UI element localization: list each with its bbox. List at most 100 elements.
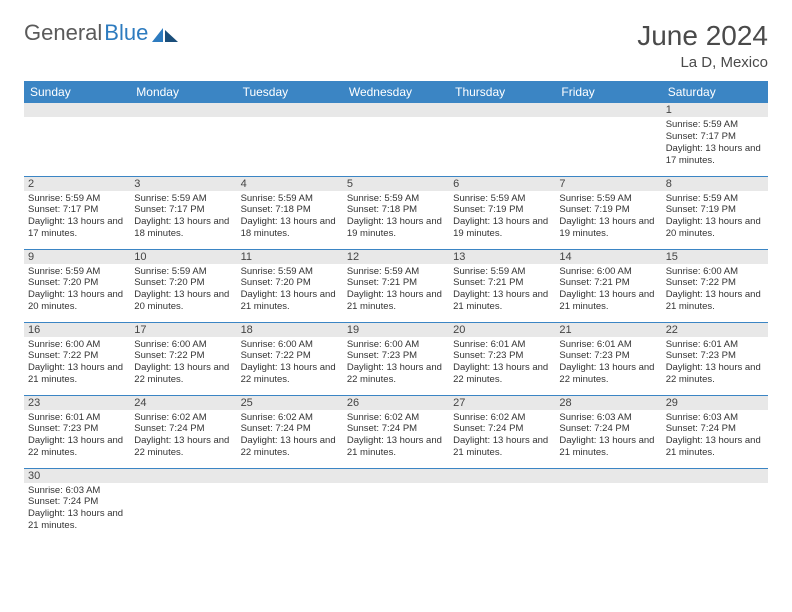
- sunrise-line: Sunrise: 5:59 AM: [28, 193, 126, 205]
- calendar-day-cell: 27Sunrise: 6:02 AMSunset: 7:24 PMDayligh…: [449, 395, 555, 468]
- day-body-empty: [24, 117, 130, 165]
- header: GeneralBlue June 2024 La D, Mexico: [24, 20, 768, 71]
- day-body-empty: [662, 483, 768, 531]
- weekday-header: Thursday: [449, 81, 555, 103]
- sunrise-line: Sunrise: 6:00 AM: [134, 339, 232, 351]
- sunrise-line: Sunrise: 5:59 AM: [28, 266, 126, 278]
- sunset-line: Sunset: 7:20 PM: [28, 277, 126, 289]
- day-number-empty: [237, 103, 343, 117]
- weekday-header: Tuesday: [237, 81, 343, 103]
- sunset-line: Sunset: 7:21 PM: [347, 277, 445, 289]
- day-body-empty: [449, 483, 555, 531]
- day-number-empty: [555, 103, 661, 117]
- calendar-day-cell: 13Sunrise: 5:59 AMSunset: 7:21 PMDayligh…: [449, 249, 555, 322]
- calendar-day-cell: [449, 103, 555, 176]
- day-body: Sunrise: 5:59 AMSunset: 7:17 PMDaylight:…: [662, 117, 768, 170]
- sunset-line: Sunset: 7:20 PM: [134, 277, 232, 289]
- sunrise-line: Sunrise: 6:02 AM: [134, 412, 232, 424]
- day-body-empty: [130, 483, 236, 531]
- daylight-line: Daylight: 13 hours and 21 minutes.: [559, 435, 657, 459]
- day-body: Sunrise: 6:02 AMSunset: 7:24 PMDaylight:…: [237, 410, 343, 463]
- calendar-day-cell: 29Sunrise: 6:03 AMSunset: 7:24 PMDayligh…: [662, 395, 768, 468]
- day-number-empty: [24, 103, 130, 117]
- calendar-day-cell: 15Sunrise: 6:00 AMSunset: 7:22 PMDayligh…: [662, 249, 768, 322]
- calendar-day-cell: [237, 468, 343, 541]
- sunrise-line: Sunrise: 5:59 AM: [134, 193, 232, 205]
- daylight-line: Daylight: 13 hours and 21 minutes.: [347, 289, 445, 313]
- sunrise-line: Sunrise: 6:02 AM: [241, 412, 339, 424]
- day-body: Sunrise: 6:02 AMSunset: 7:24 PMDaylight:…: [130, 410, 236, 463]
- sunset-line: Sunset: 7:23 PM: [28, 423, 126, 435]
- day-number: 29: [662, 396, 768, 410]
- sunset-line: Sunset: 7:23 PM: [347, 350, 445, 362]
- day-body-empty: [237, 483, 343, 531]
- day-number: 23: [24, 396, 130, 410]
- calendar-day-cell: [130, 468, 236, 541]
- day-number: 28: [555, 396, 661, 410]
- daylight-line: Daylight: 13 hours and 18 minutes.: [134, 216, 232, 240]
- logo: GeneralBlue: [24, 20, 180, 46]
- daylight-line: Daylight: 13 hours and 17 minutes.: [666, 143, 764, 167]
- day-body-empty: [555, 117, 661, 165]
- day-number: 16: [24, 323, 130, 337]
- weekday-header: Sunday: [24, 81, 130, 103]
- day-body: Sunrise: 6:02 AMSunset: 7:24 PMDaylight:…: [449, 410, 555, 463]
- weekday-header: Monday: [130, 81, 236, 103]
- day-body: Sunrise: 6:00 AMSunset: 7:22 PMDaylight:…: [24, 337, 130, 390]
- day-number: 27: [449, 396, 555, 410]
- calendar-day-cell: [130, 103, 236, 176]
- day-number: 7: [555, 177, 661, 191]
- day-body: Sunrise: 6:01 AMSunset: 7:23 PMDaylight:…: [24, 410, 130, 463]
- calendar-day-cell: 30Sunrise: 6:03 AMSunset: 7:24 PMDayligh…: [24, 468, 130, 541]
- daylight-line: Daylight: 13 hours and 21 minutes.: [453, 435, 551, 459]
- calendar-day-cell: [343, 468, 449, 541]
- day-body-empty: [555, 483, 661, 531]
- sunset-line: Sunset: 7:20 PM: [241, 277, 339, 289]
- sunset-line: Sunset: 7:21 PM: [559, 277, 657, 289]
- calendar-day-cell: [24, 103, 130, 176]
- calendar-day-cell: 6Sunrise: 5:59 AMSunset: 7:19 PMDaylight…: [449, 176, 555, 249]
- day-body-empty: [343, 483, 449, 531]
- day-body-empty: [343, 117, 449, 165]
- day-number-empty: [237, 469, 343, 483]
- sunset-line: Sunset: 7:17 PM: [28, 204, 126, 216]
- day-body: Sunrise: 5:59 AMSunset: 7:19 PMDaylight:…: [662, 191, 768, 244]
- day-body: Sunrise: 6:00 AMSunset: 7:21 PMDaylight:…: [555, 264, 661, 317]
- calendar-day-cell: 17Sunrise: 6:00 AMSunset: 7:22 PMDayligh…: [130, 322, 236, 395]
- day-body: Sunrise: 5:59 AMSunset: 7:18 PMDaylight:…: [237, 191, 343, 244]
- calendar-day-cell: 12Sunrise: 5:59 AMSunset: 7:21 PMDayligh…: [343, 249, 449, 322]
- day-body: Sunrise: 6:03 AMSunset: 7:24 PMDaylight:…: [24, 483, 130, 536]
- day-number: 10: [130, 250, 236, 264]
- location-label: La D, Mexico: [637, 54, 768, 71]
- calendar-day-cell: [662, 468, 768, 541]
- sunset-line: Sunset: 7:19 PM: [666, 204, 764, 216]
- daylight-line: Daylight: 13 hours and 20 minutes.: [134, 289, 232, 313]
- sunrise-line: Sunrise: 5:59 AM: [559, 193, 657, 205]
- calendar-day-cell: 28Sunrise: 6:03 AMSunset: 7:24 PMDayligh…: [555, 395, 661, 468]
- calendar-day-cell: 1Sunrise: 5:59 AMSunset: 7:17 PMDaylight…: [662, 103, 768, 176]
- sunset-line: Sunset: 7:21 PM: [453, 277, 551, 289]
- calendar-week-row: 16Sunrise: 6:00 AMSunset: 7:22 PMDayligh…: [24, 322, 768, 395]
- page-title: June 2024: [637, 20, 768, 52]
- sunrise-line: Sunrise: 6:02 AM: [453, 412, 551, 424]
- calendar-day-cell: [555, 468, 661, 541]
- sunrise-line: Sunrise: 6:03 AM: [28, 485, 126, 497]
- sunset-line: Sunset: 7:22 PM: [134, 350, 232, 362]
- daylight-line: Daylight: 13 hours and 17 minutes.: [28, 216, 126, 240]
- calendar-week-row: 2Sunrise: 5:59 AMSunset: 7:17 PMDaylight…: [24, 176, 768, 249]
- calendar-day-cell: 24Sunrise: 6:02 AMSunset: 7:24 PMDayligh…: [130, 395, 236, 468]
- daylight-line: Daylight: 13 hours and 21 minutes.: [28, 508, 126, 532]
- day-body: Sunrise: 6:03 AMSunset: 7:24 PMDaylight:…: [662, 410, 768, 463]
- sunrise-line: Sunrise: 5:59 AM: [347, 266, 445, 278]
- day-body: Sunrise: 5:59 AMSunset: 7:19 PMDaylight:…: [449, 191, 555, 244]
- calendar-day-cell: 11Sunrise: 5:59 AMSunset: 7:20 PMDayligh…: [237, 249, 343, 322]
- daylight-line: Daylight: 13 hours and 18 minutes.: [241, 216, 339, 240]
- day-number: 19: [343, 323, 449, 337]
- calendar-day-cell: 10Sunrise: 5:59 AMSunset: 7:20 PMDayligh…: [130, 249, 236, 322]
- day-number: 14: [555, 250, 661, 264]
- day-body-empty: [237, 117, 343, 165]
- day-body: Sunrise: 6:00 AMSunset: 7:22 PMDaylight:…: [662, 264, 768, 317]
- sunrise-line: Sunrise: 5:59 AM: [666, 193, 764, 205]
- sunset-line: Sunset: 7:18 PM: [241, 204, 339, 216]
- sunset-line: Sunset: 7:17 PM: [134, 204, 232, 216]
